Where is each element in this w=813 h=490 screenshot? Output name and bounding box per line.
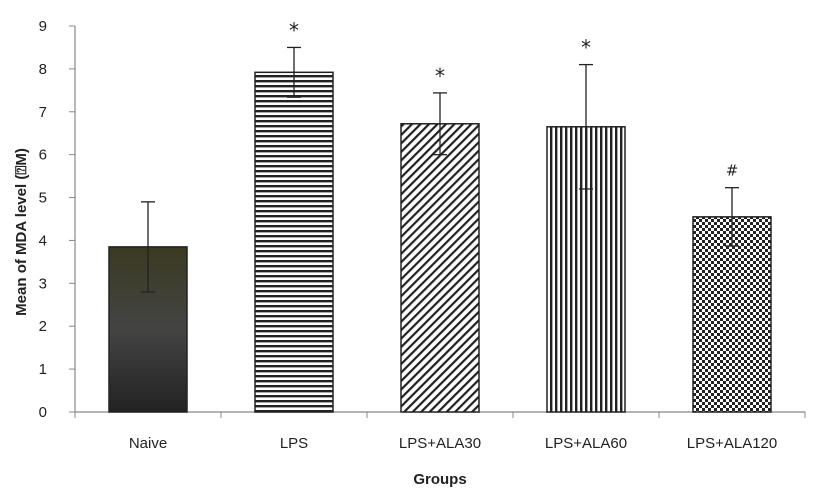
- y-tick-label: 2: [39, 318, 47, 335]
- bar-lps-ala30: [400, 123, 480, 413]
- error-bars: [141, 46, 739, 293]
- x-category-label: Naive: [129, 435, 167, 452]
- bar-lps-ala120: [692, 216, 772, 413]
- bars: [108, 71, 772, 413]
- x-category-label: LPS: [280, 435, 308, 452]
- significance-markers: * * * #: [289, 18, 738, 179]
- y-axis-title: Mean of MDA level (⍰M): [13, 148, 30, 316]
- y-tick-label: 7: [39, 104, 47, 121]
- significance-asterisk: *: [581, 36, 591, 60]
- x-category-labels: Naive LPS LPS+ALA30 LPS+ALA60 LPS+ALA120: [129, 435, 777, 452]
- x-category-label: LPS+ALA120: [687, 435, 778, 452]
- y-tick-label: 3: [39, 275, 47, 292]
- y-tick-label: 5: [39, 190, 47, 207]
- y-tick-label: 9: [39, 18, 47, 35]
- y-tick-label: 6: [39, 147, 47, 164]
- significance-asterisk: *: [289, 18, 299, 42]
- significance-hash: #: [726, 162, 739, 180]
- significance-asterisk: *: [435, 64, 445, 88]
- y-tick-label: 1: [39, 361, 47, 378]
- x-category-label: LPS+ALA30: [399, 435, 481, 452]
- y-tick-labels: 0 1 2 3 4 5 6 7 8 9: [39, 18, 47, 421]
- y-tick-label: 4: [39, 232, 47, 249]
- x-category-label: LPS+ALA60: [545, 435, 627, 452]
- y-tick-label: 8: [39, 61, 47, 78]
- y-tick-label: 0: [39, 404, 47, 421]
- bar-lps: [254, 71, 334, 413]
- x-axis-title: Groups: [413, 471, 466, 488]
